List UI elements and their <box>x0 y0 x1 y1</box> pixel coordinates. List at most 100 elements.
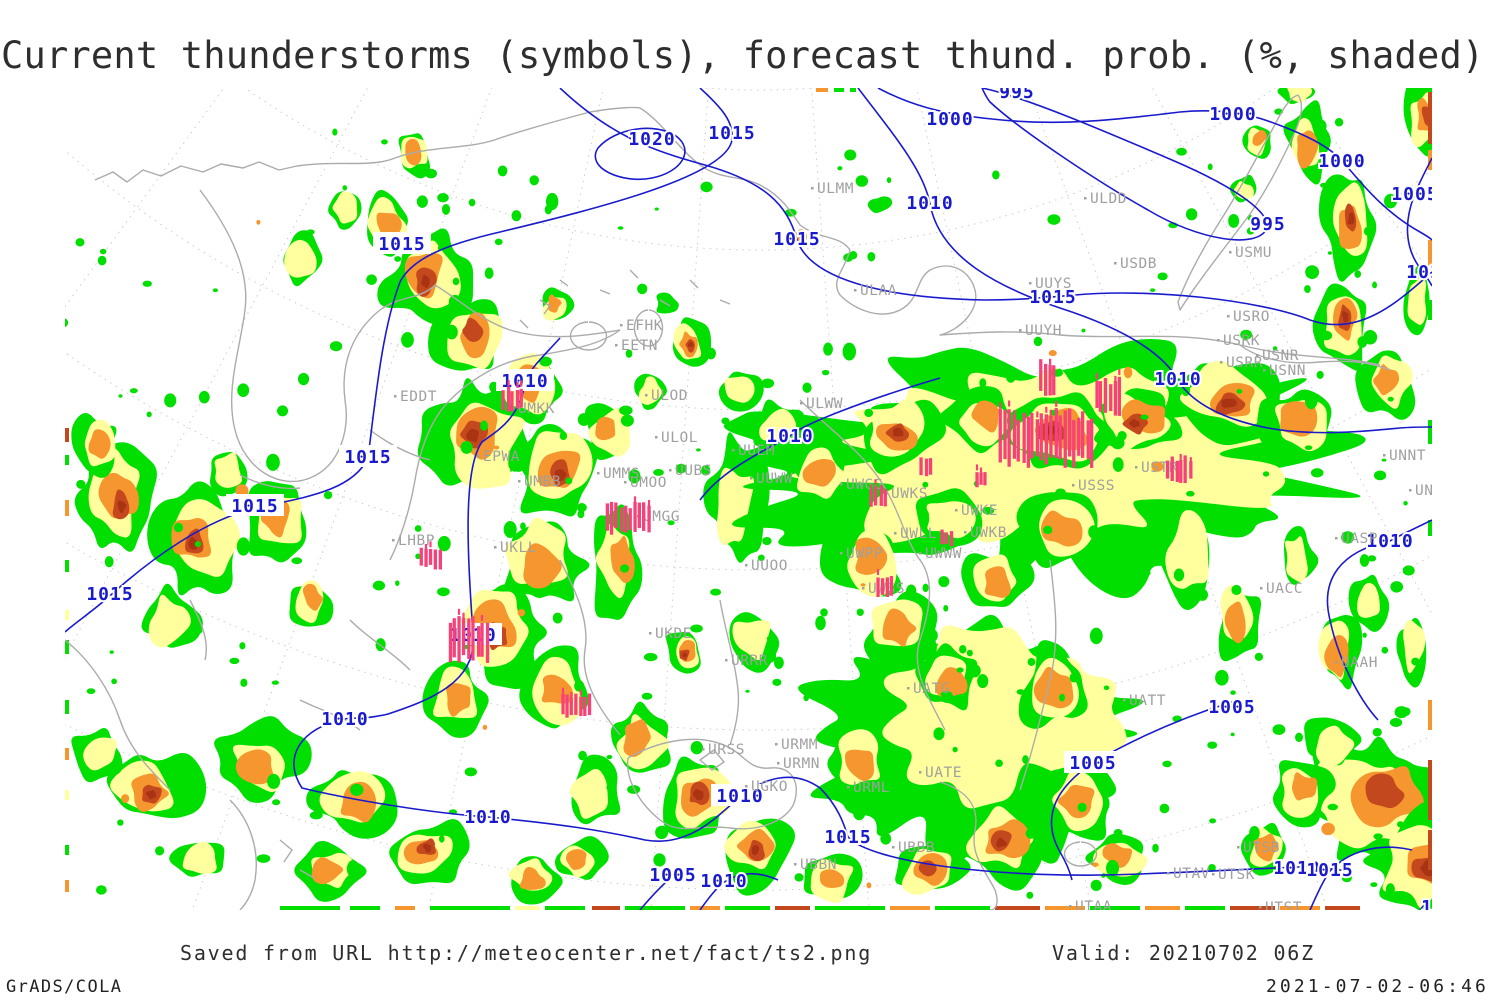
station-label: UMOO <box>630 475 667 491</box>
coastline-path <box>389 329 621 561</box>
edge-tick <box>1428 700 1432 730</box>
storm-symbol-bar <box>579 696 583 717</box>
storm-symbol-bar <box>1026 416 1031 468</box>
storm-symbol-bar <box>1039 359 1043 391</box>
station-marker <box>702 748 705 751</box>
probability-speck <box>65 318 69 327</box>
pressure-label: 1010 <box>1154 369 1201 390</box>
probability-speck <box>919 509 929 521</box>
probability-core <box>422 843 432 853</box>
pressure-label: 1010 <box>906 193 953 214</box>
station-marker <box>1019 329 1022 332</box>
storm-symbol-bar <box>565 694 569 718</box>
probability-speck <box>1363 226 1371 236</box>
probability-speck <box>1305 265 1320 280</box>
probability-speck <box>1176 147 1187 156</box>
storm-cluster <box>876 569 894 597</box>
probability-speck <box>762 536 772 546</box>
storm-symbol-bar <box>885 577 889 597</box>
storm-symbol-bar <box>1016 419 1020 462</box>
storm-symbol-bar <box>637 502 641 529</box>
probability-speck <box>520 522 526 530</box>
probability-speck <box>1327 803 1338 811</box>
storm-symbol-bar <box>633 496 637 503</box>
station-marker <box>840 552 843 555</box>
probability-speck <box>856 608 864 616</box>
probability-speck <box>617 226 624 230</box>
probability-blob <box>235 749 274 785</box>
probability-speck <box>1373 470 1387 481</box>
probability-speck <box>86 688 96 695</box>
probability-speck <box>464 767 478 777</box>
storm-symbol-bar <box>998 408 1002 463</box>
storm-symbol-bar <box>1054 408 1058 458</box>
probability-speck <box>1230 690 1236 695</box>
probability-blob <box>724 376 755 403</box>
pressure-label: 1015 <box>1029 287 1076 308</box>
station-marker <box>477 455 480 458</box>
probability-blob <box>462 317 484 343</box>
coastline-path <box>434 284 621 338</box>
probability-speck <box>1033 336 1043 347</box>
storm-symbol-bar <box>1049 358 1052 365</box>
storm-symbol-bar <box>919 457 923 476</box>
probability-speck <box>1319 330 1333 341</box>
station-marker <box>1069 905 1072 908</box>
probability-speck <box>1193 587 1202 596</box>
probability-speck <box>1187 501 1192 506</box>
probability-speck <box>925 628 938 643</box>
station-label: URML <box>853 780 890 796</box>
storm-symbol-bar <box>924 458 929 477</box>
probability-blob <box>302 583 323 611</box>
station-label: UKDE <box>655 626 692 642</box>
station-marker <box>1135 466 1138 469</box>
edge-tick <box>65 455 69 465</box>
probability-speck <box>267 773 281 789</box>
station-labels: ULMM ULAA UUYS UUYH USMU USDB ULDD USRO USRK USRR… <box>392 181 1432 910</box>
pressure-label: 1015 <box>773 229 820 250</box>
probability-speck <box>653 853 666 867</box>
probability-speck <box>1043 525 1053 535</box>
probability-speck <box>95 885 107 895</box>
probability-speck <box>97 255 107 266</box>
probability-speck <box>1103 685 1110 691</box>
storm-symbol-bar <box>928 458 933 475</box>
storm-symbol-bar <box>876 577 880 597</box>
edge-tick <box>1325 906 1360 910</box>
coastline-path <box>239 429 431 490</box>
probability-speck <box>539 356 552 367</box>
probability-speck <box>366 274 377 285</box>
probability-speck <box>508 455 522 472</box>
station-label: ULOL <box>661 430 698 446</box>
storm-symbol-bar <box>949 531 954 547</box>
station-marker <box>725 659 728 662</box>
storm-cluster <box>561 687 592 718</box>
probability-speck <box>1304 392 1318 410</box>
storm-symbol-bar <box>569 697 573 716</box>
probability-speck <box>1385 883 1395 896</box>
probability-speck <box>1316 370 1324 379</box>
probability-core <box>693 789 704 801</box>
probability-core <box>1128 419 1140 428</box>
storm-symbol-bar <box>424 544 428 550</box>
probability-speck <box>1069 672 1079 683</box>
probability-blob <box>936 667 968 699</box>
pressure-label: 1005 <box>1069 753 1116 774</box>
probability-blob <box>214 452 243 488</box>
edge-tick <box>775 906 810 910</box>
storm-symbol-bar <box>1003 409 1007 460</box>
probability-speck <box>1123 366 1133 379</box>
station-marker <box>964 531 967 534</box>
shaded-probability-layer <box>65 88 1432 910</box>
probability-core <box>1347 212 1355 225</box>
probability-speck <box>1390 581 1404 593</box>
edge-tick <box>65 610 69 620</box>
station-label: UACC <box>1266 581 1303 597</box>
coastline-path <box>699 749 725 771</box>
probability-speck <box>1354 270 1362 278</box>
probability-speck <box>323 491 333 500</box>
coastline-path <box>519 269 731 329</box>
edge-tick <box>65 640 69 654</box>
coastline-path <box>1019 559 1057 791</box>
probability-speck <box>111 678 117 685</box>
